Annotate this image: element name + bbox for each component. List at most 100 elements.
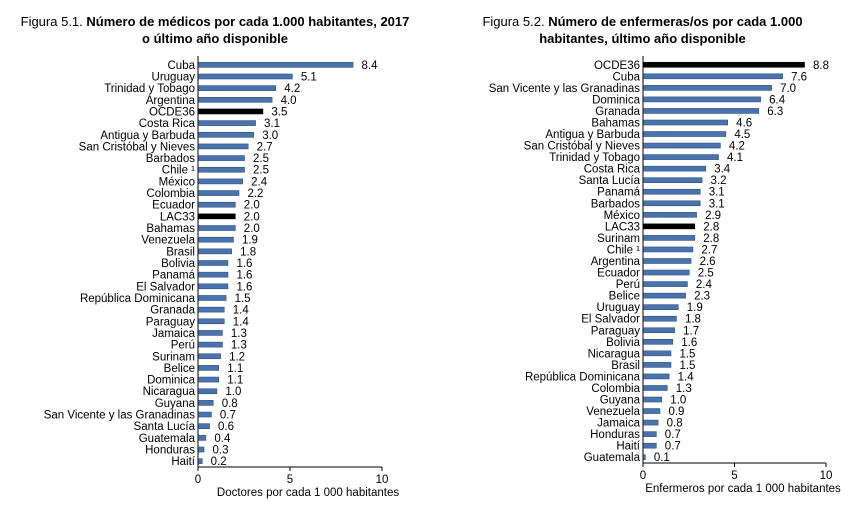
category-label: Cuba: [613, 71, 641, 83]
bar-dominica: [198, 376, 220, 383]
category-label: Santa Lucía: [579, 175, 641, 187]
value-label: 5.1: [301, 71, 317, 83]
bar-belice: [198, 365, 220, 371]
category-label: Antigua y Barbuda: [545, 129, 640, 141]
bar-honduras: [643, 431, 657, 437]
value-label: 1.5: [235, 293, 251, 305]
category-label: República Dominicana: [80, 293, 196, 305]
bar-rep-blica-dominicana: [643, 373, 670, 380]
x-tick-label: 0: [195, 474, 201, 486]
value-label: 4.2: [729, 141, 745, 153]
value-label: 4.6: [736, 117, 752, 129]
value-label: 2.7: [701, 244, 717, 256]
x-tick-label: 5: [287, 474, 293, 486]
title-line-2: habitantes, último año disponible: [539, 31, 746, 46]
category-label: México: [159, 176, 195, 188]
value-label: 2.0: [244, 200, 260, 212]
bar-brasil: [198, 248, 232, 255]
value-label: 3.4: [714, 164, 731, 176]
value-label: 3.1: [709, 187, 725, 199]
category-label: Surinam: [597, 233, 640, 245]
category-label: Nicaragua: [143, 386, 196, 398]
category-label: LAC33: [160, 211, 195, 223]
bar-san-crist-bal-y-nieves: [198, 143, 249, 150]
bar-belice: [643, 292, 686, 299]
category-label: San Vicente y las Granadinas: [489, 83, 641, 95]
value-label: 8.4: [362, 60, 379, 72]
x-axis-title: Enfermeros por cada 1 000 habitantes: [645, 483, 841, 495]
bar-ocde36: [198, 108, 264, 115]
value-label: 1.5: [679, 348, 695, 360]
bar-colombia: [198, 190, 240, 196]
bar-argentina: [198, 97, 273, 103]
value-label: 4.1: [727, 152, 743, 164]
bar-trinidad-y-tobago: [643, 154, 719, 160]
bar-lac33: [643, 223, 696, 230]
category-label: San Cristóbal y Nieves: [524, 141, 641, 153]
x-axis-title: Doctores por cada 1 000 habitantes: [217, 487, 399, 499]
bar-antigua-y-barbuda: [198, 131, 255, 138]
bar-m-xico: [198, 178, 243, 185]
category-label: México: [604, 210, 640, 222]
bar-brasil: [643, 362, 672, 368]
chart-title: Figura 5.2. Número de enfermeras/os por …: [430, 13, 855, 47]
bar-trinidad-y-tobago: [198, 85, 277, 91]
bar-chile: [198, 166, 245, 173]
value-label: 0.6: [218, 421, 234, 433]
value-label: 0.3: [213, 445, 229, 457]
category-label: Costa Rica: [584, 164, 641, 176]
value-label: 1.9: [687, 302, 703, 314]
value-label: 1.3: [676, 383, 692, 395]
value-label: 1.0: [670, 395, 686, 407]
value-label: 0.8: [667, 418, 683, 430]
value-label: 1.4: [233, 316, 250, 328]
bar-chile: [643, 246, 694, 253]
value-label: 7.6: [791, 71, 807, 83]
bar-venezuela: [198, 236, 234, 243]
bar-cuba: [198, 62, 354, 68]
category-label: Paraguay: [591, 325, 640, 337]
value-label: 3.0: [262, 130, 278, 142]
title-line-1: Número de enfermeras/os por cada 1.000: [548, 14, 803, 29]
bar-lac33: [198, 213, 236, 220]
category-label: Chile ¹: [607, 244, 640, 256]
category-label: OCDE36: [594, 60, 640, 72]
bar-bahamas: [643, 119, 728, 126]
category-label: Granada: [150, 305, 195, 317]
category-label: Guyana: [600, 395, 641, 407]
category-label: Perú: [616, 279, 640, 291]
category-label: LAC33: [605, 221, 640, 233]
bar-san-vicente-y-las-granadinas: [198, 411, 212, 418]
value-label: 1.8: [240, 246, 256, 258]
value-label: 0.4: [214, 433, 231, 445]
category-label: Haití: [171, 456, 195, 468]
bar-argentina: [643, 258, 692, 264]
bar-rep-blica-dominicana: [198, 295, 227, 301]
category-label: Surinam: [152, 351, 195, 363]
category-label: Uruguay: [597, 302, 641, 314]
category-label: Panamá: [152, 270, 195, 282]
value-label: 1.7: [683, 325, 699, 337]
value-label: 4.5: [734, 129, 750, 141]
bar-granada: [643, 108, 760, 114]
value-label: 1.9: [242, 235, 258, 247]
bar-ecuador: [198, 201, 236, 208]
x-tick-label: 5: [731, 470, 737, 482]
value-label: 2.8: [703, 233, 719, 245]
bar-granada: [198, 306, 225, 313]
category-label: Trinidad y Tobago: [549, 152, 640, 164]
bar-guatemala: [643, 454, 646, 461]
value-label: 6.3: [767, 106, 783, 118]
value-label: 2.5: [253, 153, 269, 165]
value-label: 1.6: [236, 281, 252, 293]
value-label: 1.6: [681, 337, 697, 349]
value-label: 1.0: [225, 386, 241, 398]
category-label: Antigua y Barbuda: [100, 130, 195, 142]
category-label: Brasil: [166, 246, 195, 258]
bar-honduras: [198, 446, 205, 453]
category-label: Panamá: [597, 187, 640, 199]
value-label: 0.7: [220, 410, 236, 422]
bar-bahamas: [198, 225, 236, 231]
value-label: 3.1: [709, 198, 725, 210]
category-label: Belice: [164, 363, 195, 375]
